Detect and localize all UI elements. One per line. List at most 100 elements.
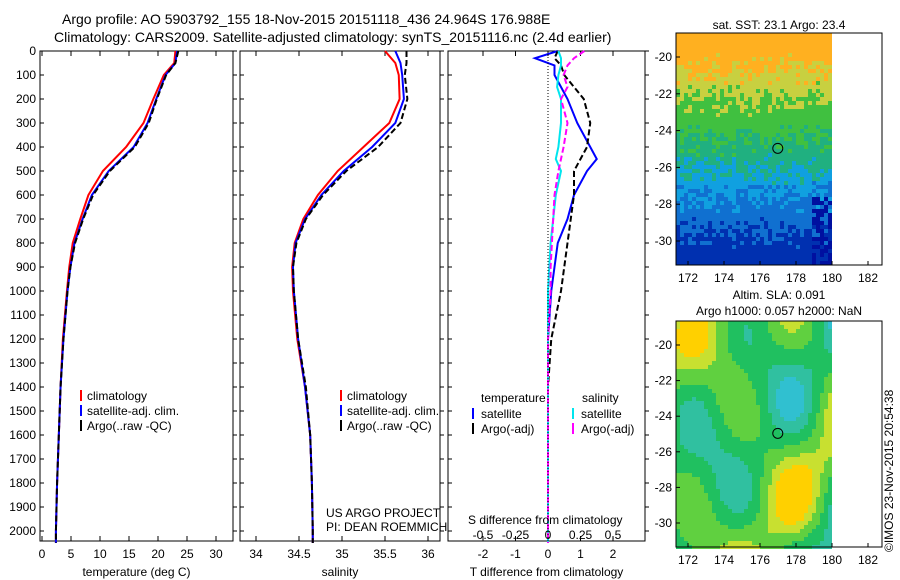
map-cell — [812, 437, 816, 441]
map-cell — [756, 325, 760, 329]
map-cell — [740, 417, 744, 421]
map-cell — [752, 33, 756, 37]
map-cell — [768, 425, 772, 429]
map-cell — [692, 321, 696, 325]
map-cell — [696, 509, 700, 513]
map-cell — [740, 261, 744, 265]
map-cell — [776, 253, 780, 257]
map-cell — [772, 221, 776, 225]
map-cell — [780, 113, 784, 117]
map-cell — [828, 209, 832, 213]
map-cell — [716, 233, 720, 237]
map-cell — [772, 105, 776, 109]
map-cell — [776, 541, 780, 545]
map-cell — [732, 541, 736, 545]
map-cell — [720, 189, 724, 193]
map-cell — [796, 169, 800, 173]
map-cell — [696, 533, 700, 537]
map-cell — [700, 501, 704, 505]
map-cell — [816, 497, 820, 501]
map-cell — [736, 361, 740, 365]
map-cell — [772, 137, 776, 141]
map-cell — [804, 481, 808, 485]
map-cell — [820, 497, 824, 501]
map-cell — [716, 213, 720, 217]
map-cell — [824, 509, 828, 513]
map-cell — [684, 341, 688, 345]
map-cell — [756, 533, 760, 537]
map-cell — [736, 41, 740, 45]
map-cell — [740, 33, 744, 37]
map-cell — [748, 89, 752, 93]
map-cell — [748, 165, 752, 169]
map-cell — [768, 461, 772, 465]
map-cell — [716, 481, 720, 485]
map-cell — [692, 485, 696, 489]
map-cell — [776, 49, 780, 53]
map-cell — [716, 353, 720, 357]
map-cell — [720, 57, 724, 61]
map-cell — [720, 521, 724, 525]
map-cell — [676, 257, 680, 261]
map-cell — [692, 517, 696, 521]
map-cell — [708, 249, 712, 253]
map-cell — [716, 229, 720, 233]
map-cell — [716, 185, 720, 189]
map-cell — [828, 493, 832, 497]
map-cell — [772, 533, 776, 537]
map-cell — [808, 357, 812, 361]
map-cell — [724, 461, 728, 465]
map-cell — [688, 509, 692, 513]
map-cell — [768, 373, 772, 377]
map-cell — [808, 185, 812, 189]
map-cell — [824, 529, 828, 533]
map-cell — [760, 409, 764, 413]
map-cell — [760, 421, 764, 425]
map-cell — [796, 261, 800, 265]
map-cell — [784, 481, 788, 485]
map-cell — [716, 449, 720, 453]
map-cell — [808, 433, 812, 437]
map-cell — [816, 449, 820, 453]
map-cell — [760, 337, 764, 341]
map-cell — [772, 481, 776, 485]
map-cell — [828, 473, 832, 477]
map-cell — [808, 101, 812, 105]
map-cell — [768, 329, 772, 333]
map-cell — [692, 137, 696, 141]
map-cell — [760, 429, 764, 433]
map-cell — [796, 461, 800, 465]
map-cell — [752, 469, 756, 473]
map-cell — [820, 413, 824, 417]
map-cell — [708, 349, 712, 353]
map-cell — [796, 129, 800, 133]
map-cell — [720, 133, 724, 137]
map-cell — [740, 101, 744, 105]
map-cell — [752, 173, 756, 177]
map-cell — [760, 85, 764, 89]
map-cell — [820, 533, 824, 537]
map-cell — [792, 365, 796, 369]
map-cell — [788, 253, 792, 257]
map-cell — [720, 193, 724, 197]
map-cell — [748, 469, 752, 473]
map-cell — [760, 257, 764, 261]
map-cell — [804, 193, 808, 197]
map-cell — [788, 461, 792, 465]
map-cell — [820, 129, 824, 133]
map-cell — [772, 341, 776, 345]
map-cell — [828, 193, 832, 197]
map-cell — [828, 525, 832, 529]
map-cell — [812, 173, 816, 177]
map-cell — [720, 205, 724, 209]
map-cell — [812, 497, 816, 501]
map-cell — [792, 521, 796, 525]
map-cell — [800, 321, 804, 325]
map-cell — [748, 449, 752, 453]
map-cell — [728, 477, 732, 481]
map-cell — [688, 497, 692, 501]
map-cell — [716, 505, 720, 509]
map-cell — [816, 345, 820, 349]
map-cell — [800, 197, 804, 201]
map-cell — [796, 533, 800, 537]
